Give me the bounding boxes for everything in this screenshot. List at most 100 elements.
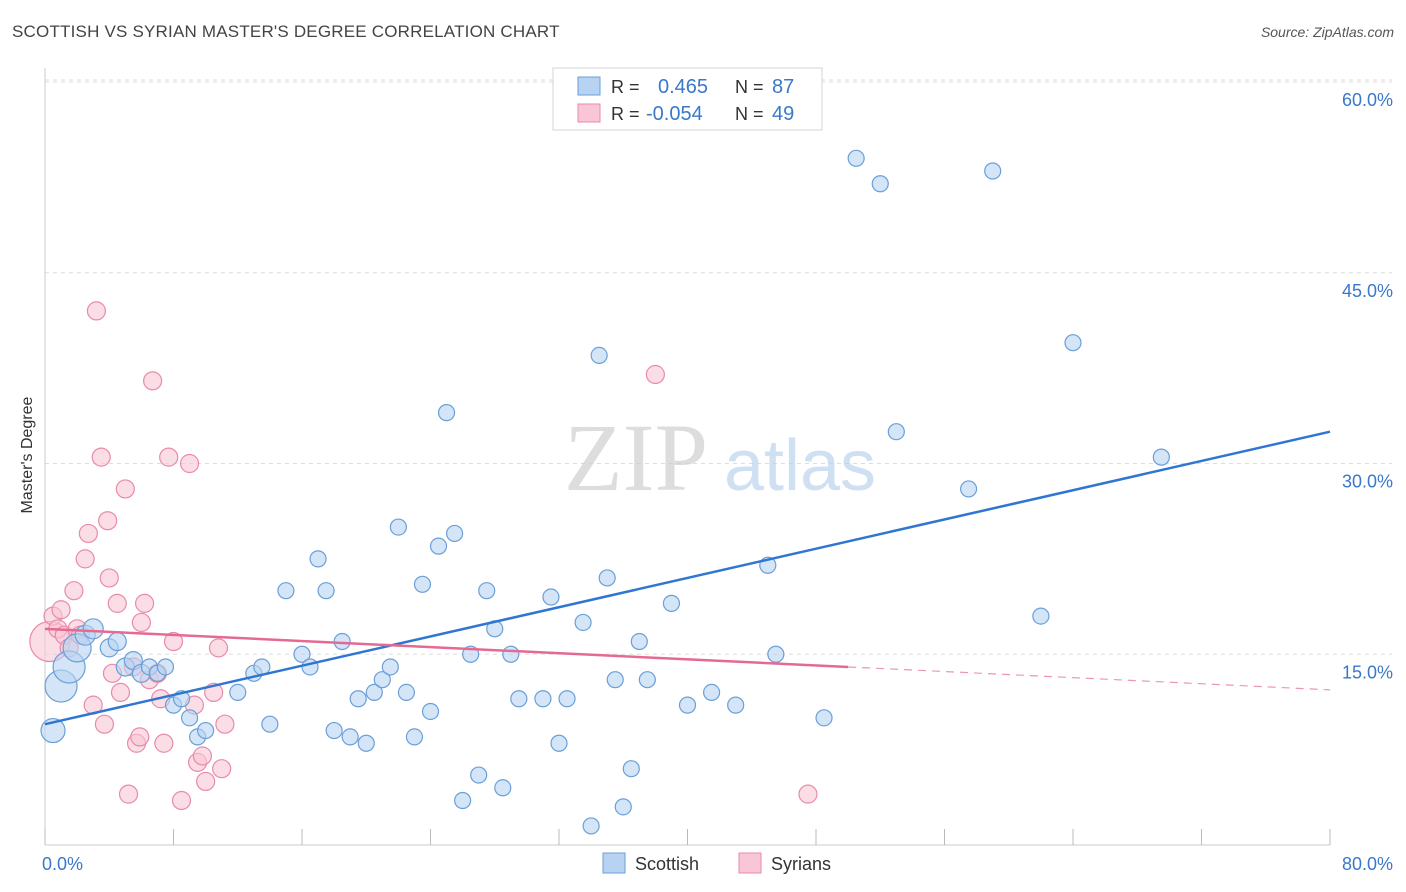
syrians-point-20 (115, 479, 135, 499)
legend-n-value-scottish: 87 (772, 76, 794, 98)
legend-bottom-label-scottish: Scottish (635, 854, 699, 874)
scottish-point-75 (959, 480, 978, 498)
legend-n-label-syrians: N = (735, 104, 764, 124)
scottish-point-74 (887, 423, 905, 441)
legend-swatch-scottish (577, 76, 601, 96)
axes (44, 68, 1331, 846)
legend-r-value-syrians: -0.054 (646, 103, 703, 125)
scottish-point-59 (598, 569, 616, 587)
scottish-point-44 (454, 791, 472, 810)
scottish-point-23 (277, 582, 295, 600)
scottish-point-65 (662, 594, 681, 612)
scottish-point-73 (871, 175, 889, 193)
y-tick-label-2: 45.0% (1342, 281, 1393, 301)
tick-labels: 15.0% 30.0% 45.0% 60.0% 0.0% 80.0% (42, 90, 1393, 874)
scottish-point-40 (421, 702, 440, 721)
scottish-point-52 (534, 690, 552, 708)
chart-title: SCOTTISH VS SYRIAN MASTER'S DEGREE CORRE… (12, 22, 560, 41)
scottish-point-28 (325, 721, 343, 740)
scottish-point-77 (1032, 607, 1050, 625)
scottish-point-53 (542, 588, 560, 606)
scottish-point-76 (984, 162, 1002, 180)
scottish-point-34 (373, 671, 391, 689)
syrians-point-38 (192, 746, 213, 766)
scottish-point-35 (381, 658, 399, 676)
scottish-point-67 (702, 683, 721, 702)
scottish-point-24 (293, 645, 311, 663)
scottish-point-78 (1064, 334, 1082, 352)
scottish-point-70 (767, 645, 785, 663)
trend-lines (44, 430, 1331, 726)
source-label: Source: ZipAtlas.com (1260, 24, 1394, 40)
y-axis-label: Master's Degree (19, 396, 36, 514)
scottish-point-63 (630, 632, 648, 651)
scottish-point-18 (197, 721, 215, 740)
syrians-trend-line (44, 627, 849, 669)
scottish-point-61 (614, 798, 632, 816)
syrians-point-13 (91, 447, 111, 467)
scottish-point-62 (622, 760, 640, 778)
y-tick-label-3: 60.0% (1342, 90, 1393, 110)
scottish-point-31 (349, 690, 367, 708)
syrians-point-44 (645, 364, 665, 385)
legend-n-value-syrians: 49 (772, 103, 794, 125)
legend-bottom-swatch-scottish (602, 852, 626, 874)
syrians-point-15 (98, 511, 118, 531)
syrians-point-9 (75, 549, 95, 569)
syrians-point-39 (196, 771, 216, 792)
scottish-point-64 (638, 671, 656, 689)
syrians-point-32 (159, 447, 179, 467)
legend-swatch-syrians (577, 103, 601, 123)
scottish-point-41 (429, 537, 448, 555)
watermark-zip: ZIP (564, 404, 708, 511)
legend-bottom-label-syrians: Syrians (771, 854, 831, 874)
legend-bottom: Scottish Syrians (602, 852, 831, 874)
syrians-point-6 (64, 581, 84, 601)
syrians-point-26 (134, 593, 155, 613)
syrians-point-28 (143, 371, 163, 391)
scottish-point-26 (309, 550, 327, 568)
syrians-point-33 (163, 631, 184, 652)
scottish-trend-line (44, 430, 1331, 726)
syrians-point-43 (215, 714, 235, 734)
syrians-point-31 (154, 733, 174, 753)
scottish-point-46 (470, 766, 488, 784)
scottish-point-51 (510, 690, 528, 708)
syrians-point-41 (208, 638, 229, 658)
scottish-point-33 (365, 683, 383, 702)
syrians-point-35 (179, 453, 200, 474)
scottish-point-42 (437, 404, 456, 422)
syrians-point-12 (86, 301, 107, 321)
scottish-point-68 (727, 696, 745, 714)
grid-lines (45, 79, 1392, 655)
scottish-point-38 (405, 728, 424, 746)
scottish-point-22 (261, 715, 279, 733)
syrians-point-19 (110, 682, 131, 703)
scottish-point-7 (107, 631, 127, 652)
legend-n-label-scottish: N = (735, 77, 764, 97)
x-tick-label-min: 0.0% (42, 854, 83, 874)
scottish-points (40, 149, 1170, 835)
syrians-points (29, 301, 818, 811)
scottish-point-66 (678, 696, 697, 714)
scottish-point-5 (82, 618, 104, 640)
scottish-point-56 (574, 613, 592, 632)
legend-r-value-scottish: 0.465 (658, 76, 708, 98)
syrians-point-10 (78, 523, 98, 544)
x-tick-label-max: 80.0% (1342, 854, 1393, 874)
scottish-point-30 (341, 728, 359, 746)
scottish-point-47 (478, 582, 496, 600)
scottish-point-72 (847, 149, 865, 167)
scottish-point-39 (413, 575, 432, 593)
scottish-point-13 (156, 658, 175, 676)
scottish-point-71 (815, 709, 833, 727)
legend-r-label-scottish: R = (611, 77, 640, 97)
legend-bottom-swatch-syrians (738, 852, 762, 874)
legend-r-label-syrians: R = (611, 104, 640, 124)
syrians-point-25 (131, 612, 151, 633)
scottish-point-58 (590, 346, 608, 365)
syrians-point-14 (94, 714, 115, 734)
scottish-point-54 (550, 734, 568, 752)
scottish-point-50 (502, 645, 520, 663)
scottish-point-19 (229, 683, 247, 702)
